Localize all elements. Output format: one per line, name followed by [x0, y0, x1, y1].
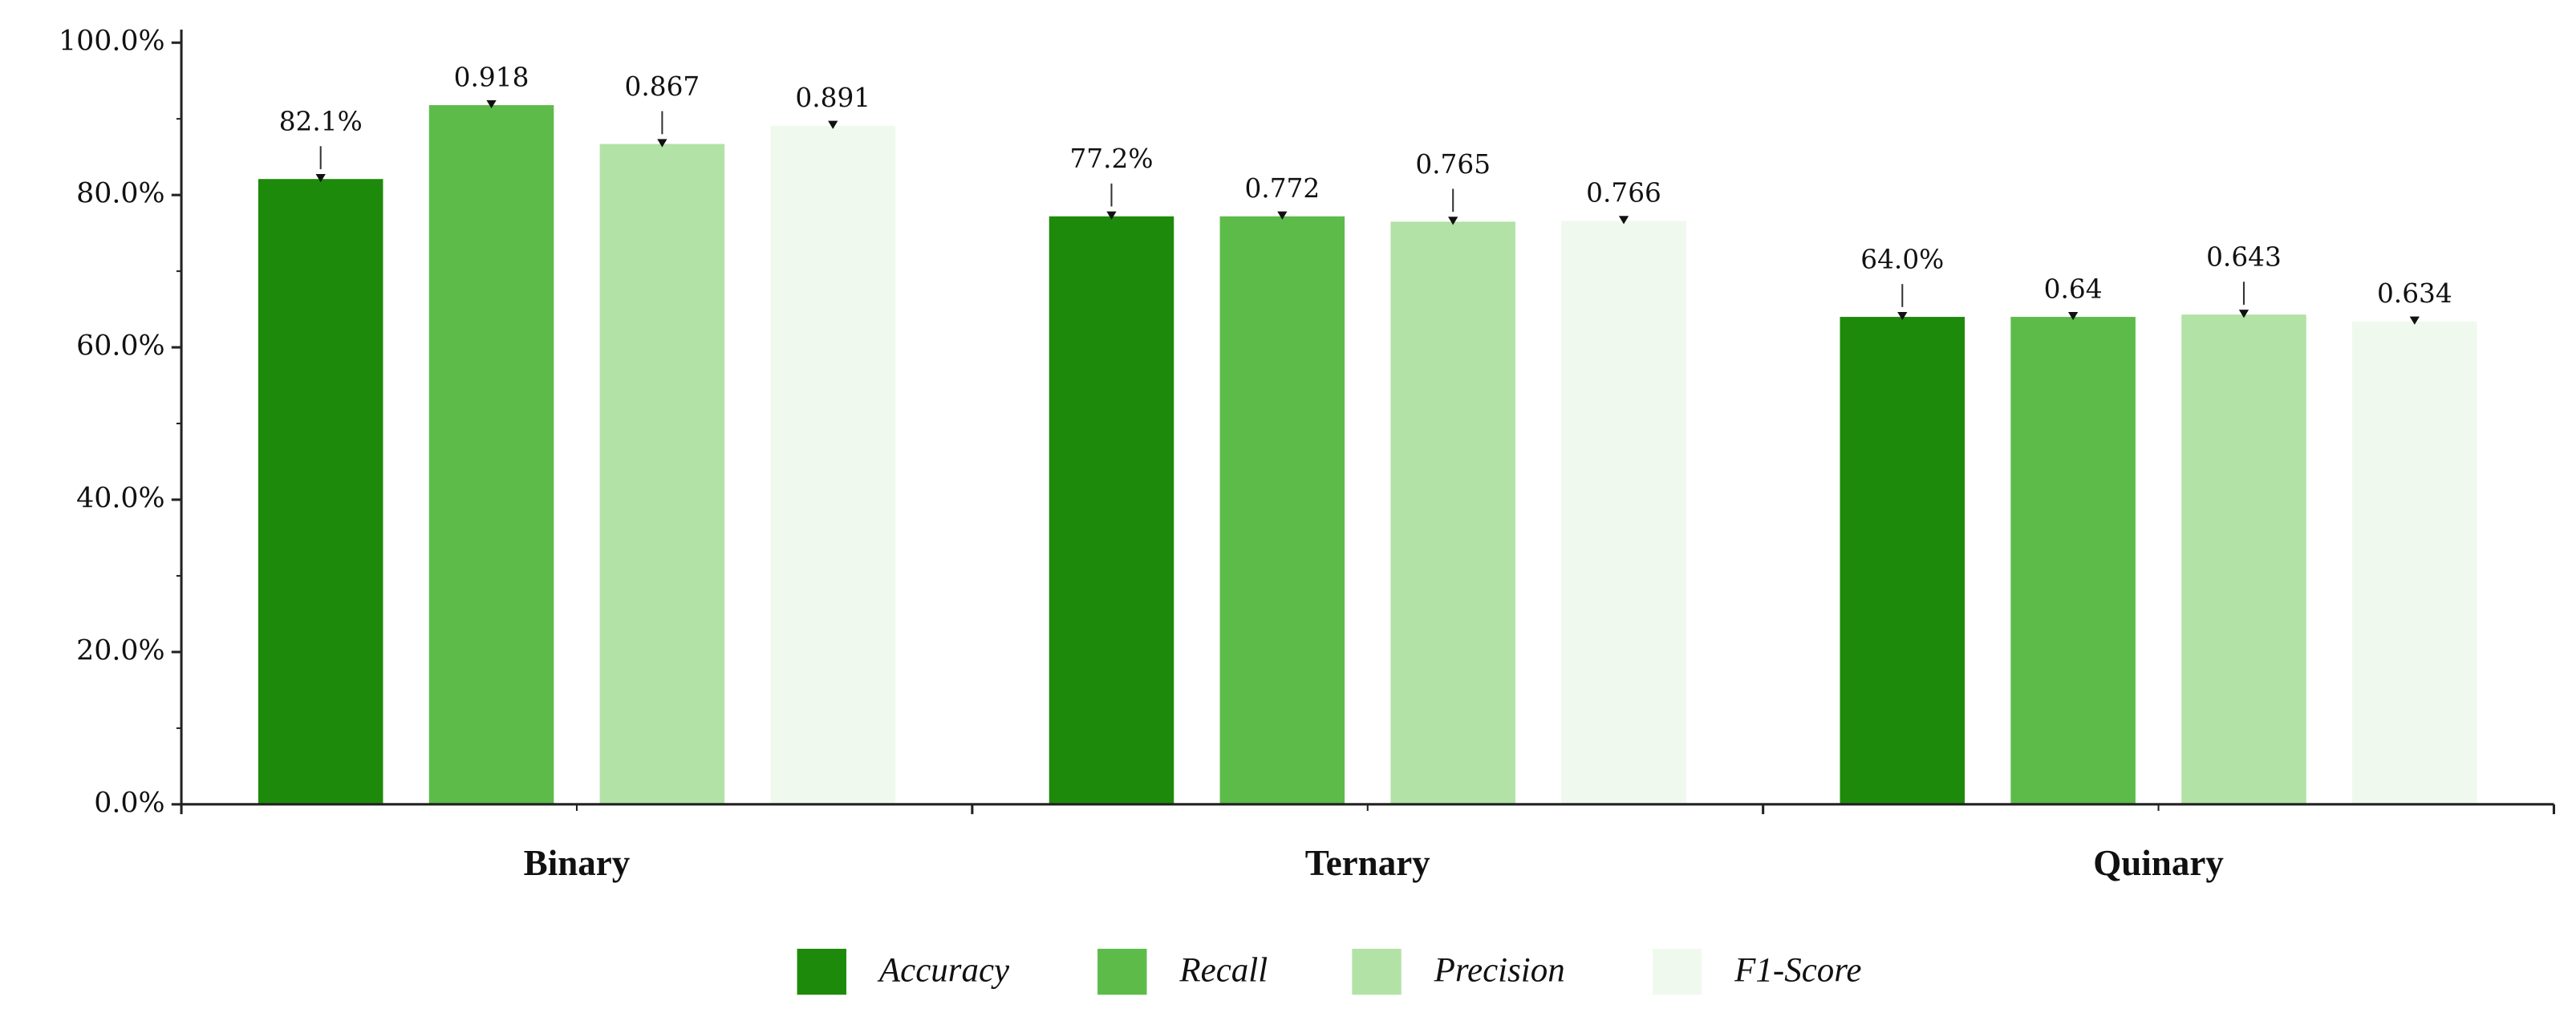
value-label: 82.1%	[279, 107, 363, 137]
bar-top-marker	[1106, 211, 1117, 220]
legend-label: Recall	[1178, 952, 1268, 990]
legend-label: Accuracy	[877, 952, 1010, 990]
bar	[599, 144, 725, 804]
x-tick-label: Quinary	[2093, 843, 2224, 883]
bar	[1390, 221, 1515, 804]
bar-top-marker	[828, 120, 838, 129]
legend-label: Precision	[1434, 952, 1565, 990]
bar-top-marker	[2238, 310, 2249, 318]
bar-top-marker	[315, 174, 326, 183]
x-tick-label: Ternary	[1305, 843, 1430, 883]
value-label: 0.634	[2377, 278, 2452, 309]
bar	[2010, 317, 2136, 804]
bar-top-marker	[2409, 316, 2420, 325]
bar-top-marker	[1897, 311, 1908, 321]
value-label: 77.2%	[1069, 144, 1153, 174]
y-tick-label: 40.0%	[76, 482, 165, 514]
bar-top-marker	[1448, 217, 1458, 225]
bar-top-marker	[1277, 211, 1288, 220]
legend-swatch	[1352, 948, 1402, 995]
legend-swatch	[1652, 948, 1702, 995]
value-label: 0.64	[2044, 273, 2103, 304]
value-label: 0.918	[454, 62, 529, 92]
value-label: 0.766	[1586, 178, 1661, 209]
bar	[2352, 321, 2477, 804]
bar	[1561, 221, 1686, 804]
value-label: 0.643	[2206, 242, 2282, 273]
legend-swatch	[1097, 948, 1147, 995]
legend-label: F1-Score	[1734, 952, 1861, 990]
value-label: 0.891	[795, 83, 870, 113]
legend-swatch	[797, 948, 846, 995]
bar	[1049, 216, 1174, 804]
y-tick-label: 100.0%	[59, 26, 165, 58]
value-label: 0.765	[1415, 149, 1491, 180]
bar-top-marker	[1618, 216, 1629, 225]
y-tick-label: 80.0%	[76, 178, 165, 210]
bar	[258, 179, 383, 804]
bar	[1219, 216, 1345, 804]
value-label: 0.772	[1244, 173, 1320, 204]
y-tick-label: 0.0%	[94, 787, 164, 819]
bar-top-marker	[486, 99, 497, 109]
bar	[1840, 317, 1965, 804]
y-tick-label: 60.0%	[76, 330, 165, 363]
bar	[770, 125, 896, 804]
y-tick-label: 20.0%	[76, 634, 165, 666]
bar	[2181, 314, 2306, 804]
value-label: 0.867	[625, 71, 700, 102]
bar	[428, 105, 554, 804]
bar-top-marker	[2067, 311, 2079, 321]
x-tick-label: Binary	[524, 843, 631, 883]
value-label: 64.0%	[1860, 244, 1944, 274]
bar-top-marker	[657, 139, 667, 148]
